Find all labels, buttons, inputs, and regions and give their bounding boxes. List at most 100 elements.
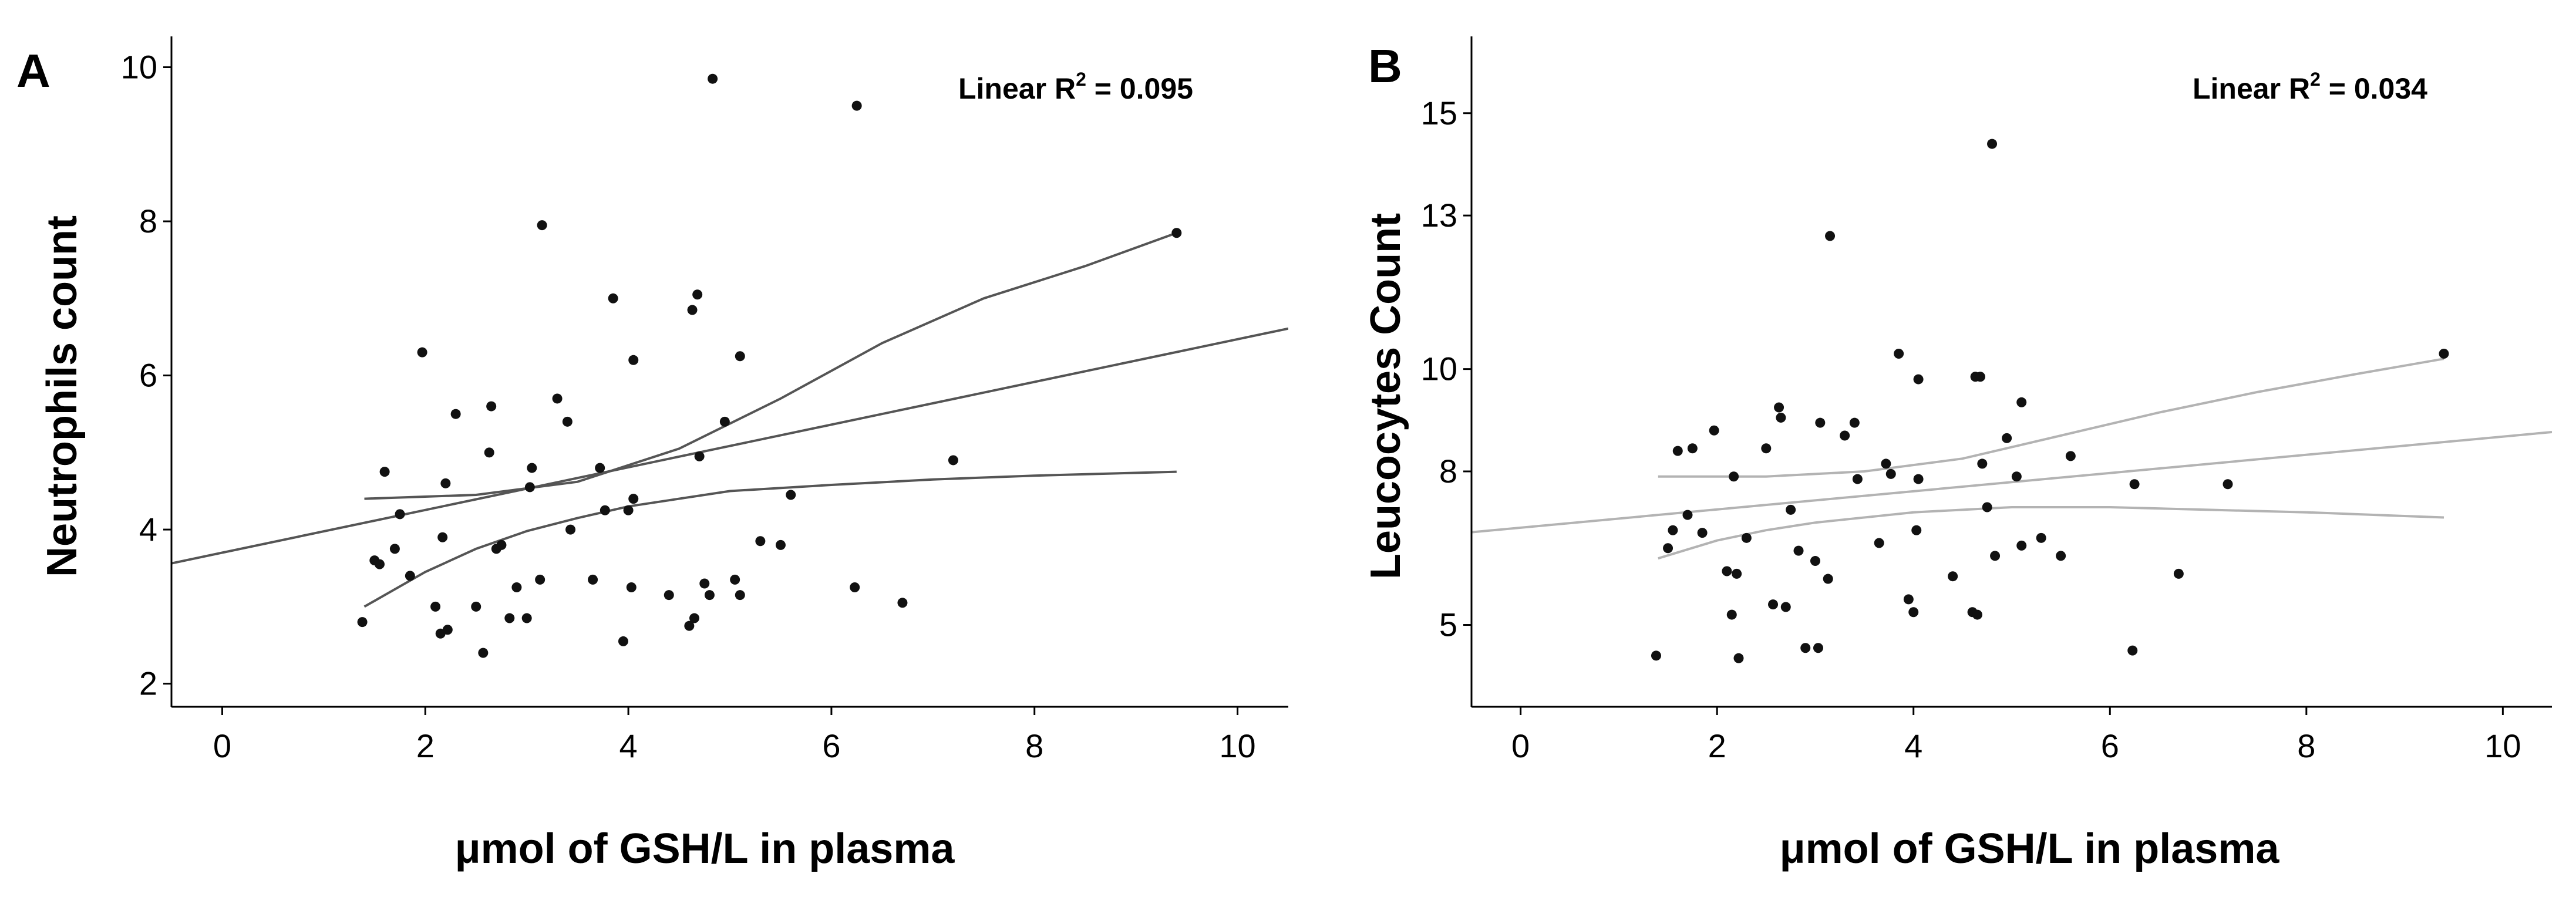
data-point	[1768, 599, 1779, 610]
data-point	[948, 455, 958, 466]
data-point	[2065, 451, 2076, 461]
data-point	[735, 590, 745, 601]
data-point	[374, 559, 385, 569]
data-point	[1776, 412, 1786, 423]
panel-letter: A	[16, 45, 50, 97]
data-point	[2223, 479, 2233, 490]
data-point	[626, 582, 637, 593]
r-squared-annotation: Linear R2 = 0.095	[958, 69, 1193, 105]
data-point	[1761, 443, 1772, 454]
x-tick-label: 2	[1708, 727, 1726, 764]
data-point	[535, 574, 545, 585]
data-point	[1672, 446, 1683, 456]
data-point	[2011, 471, 2022, 482]
data-point	[478, 648, 489, 658]
data-point	[1881, 458, 1891, 469]
y-axis-title: Neutrophils count	[39, 215, 86, 577]
data-point	[1726, 609, 1737, 620]
data-point	[719, 416, 730, 427]
data-point	[1852, 474, 1863, 484]
data-point	[450, 409, 461, 419]
regression-line	[171, 327, 1288, 565]
data-point	[1975, 372, 1985, 382]
x-tick-label: 0	[213, 727, 231, 764]
data-point	[595, 463, 605, 473]
data-point	[1885, 468, 1896, 479]
data-point	[1903, 594, 1914, 605]
y-tick-label: 10	[121, 49, 157, 86]
chart-panel-b: B Leucocytes Count μmol of GSH/L in plas…	[1288, 0, 2576, 897]
data-point	[562, 416, 573, 427]
data-point	[1810, 556, 1820, 566]
data-point	[1825, 231, 1836, 241]
data-point	[1729, 471, 1739, 482]
data-point	[405, 571, 415, 581]
r-squared-annotation: Linear R2 = 0.034	[2193, 69, 2427, 105]
data-point	[1948, 571, 1958, 582]
data-point	[527, 463, 537, 473]
data-point	[1732, 568, 1742, 579]
data-point	[1813, 643, 1823, 653]
plot-area	[1471, 139, 2552, 663]
x-axis-title: μmol of GSH/L in plasma	[455, 825, 955, 872]
data-point	[496, 539, 507, 550]
data-point	[618, 636, 628, 646]
data-point	[565, 524, 576, 535]
x-tick-label: 10	[1219, 727, 1255, 764]
ci-lower-curve	[363, 470, 1177, 608]
data-point	[897, 598, 908, 608]
data-point	[600, 505, 610, 515]
y-tick-label: 6	[139, 357, 157, 394]
data-point	[1913, 474, 1924, 484]
data-point	[524, 482, 535, 493]
data-point	[2056, 551, 2066, 561]
data-point	[708, 73, 718, 84]
data-point	[1171, 228, 1182, 238]
y-axis-title: Leucocytes Count	[1362, 213, 1409, 579]
y-tick-label: 13	[1421, 197, 1457, 234]
x-tick-label: 4	[619, 727, 638, 764]
y-tick-label: 15	[1421, 95, 1457, 131]
data-point	[2016, 397, 2027, 407]
data-point	[623, 505, 634, 515]
data-point	[1815, 417, 1826, 428]
data-point	[699, 578, 710, 589]
x-tick-label: 10	[2484, 727, 2521, 764]
data-point	[2439, 348, 2449, 359]
data-point	[730, 574, 740, 585]
x-tick-label: 0	[1511, 727, 1530, 764]
data-point	[1990, 551, 2001, 561]
data-point	[1697, 528, 1708, 538]
data-point	[775, 539, 786, 550]
data-point	[537, 220, 547, 231]
data-point	[1651, 650, 1661, 661]
data-point	[1987, 139, 1998, 149]
data-point	[442, 625, 453, 635]
data-point	[552, 393, 563, 404]
data-point	[1709, 425, 1719, 436]
data-point	[1687, 443, 1698, 454]
data-point	[1982, 502, 1992, 512]
x-tick-label: 8	[2297, 727, 2315, 764]
data-point	[755, 536, 766, 547]
data-point	[608, 293, 618, 304]
data-point	[704, 590, 715, 601]
data-point	[1668, 525, 1678, 535]
data-point	[379, 467, 390, 477]
y-tick-label: 8	[1439, 453, 1457, 490]
chart-panel-a: A Neutrophils count μmol of GSH/L in pla…	[16, 36, 1288, 872]
data-point	[1972, 609, 1982, 620]
x-tick-label: 2	[416, 727, 435, 764]
data-point	[850, 582, 860, 593]
data-point	[1682, 510, 1693, 520]
data-point	[395, 509, 405, 520]
data-point	[440, 478, 451, 488]
leucocytes-scatter-chart: B Leucocytes Count μmol of GSH/L in plas…	[1362, 36, 2552, 872]
data-point	[471, 601, 481, 612]
ci-lower-curve	[1658, 506, 2444, 560]
data-point	[430, 601, 441, 612]
data-point	[2002, 433, 2012, 443]
data-point	[1977, 458, 1988, 469]
data-point	[1840, 430, 1850, 441]
data-point	[1911, 525, 1922, 535]
